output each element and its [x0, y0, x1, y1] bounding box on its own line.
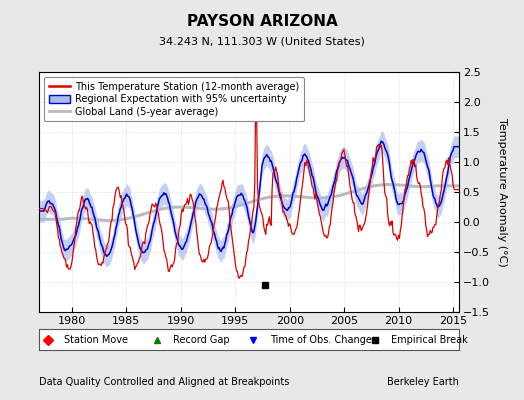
Text: Data Quality Controlled and Aligned at Breakpoints: Data Quality Controlled and Aligned at B… [39, 377, 290, 387]
Text: PAYSON ARIZONA: PAYSON ARIZONA [187, 14, 337, 30]
Text: Time of Obs. Change: Time of Obs. Change [270, 334, 372, 344]
Text: Station Move: Station Move [64, 334, 128, 344]
Text: 34.243 N, 111.303 W (United States): 34.243 N, 111.303 W (United States) [159, 37, 365, 47]
Text: Empirical Break: Empirical Break [391, 334, 468, 344]
Y-axis label: Temperature Anomaly (°C): Temperature Anomaly (°C) [497, 118, 507, 266]
Text: Record Gap: Record Gap [173, 334, 230, 344]
Text: Berkeley Earth: Berkeley Earth [387, 377, 458, 387]
Legend: This Temperature Station (12-month average), Regional Expectation with 95% uncer: This Temperature Station (12-month avera… [44, 77, 304, 122]
